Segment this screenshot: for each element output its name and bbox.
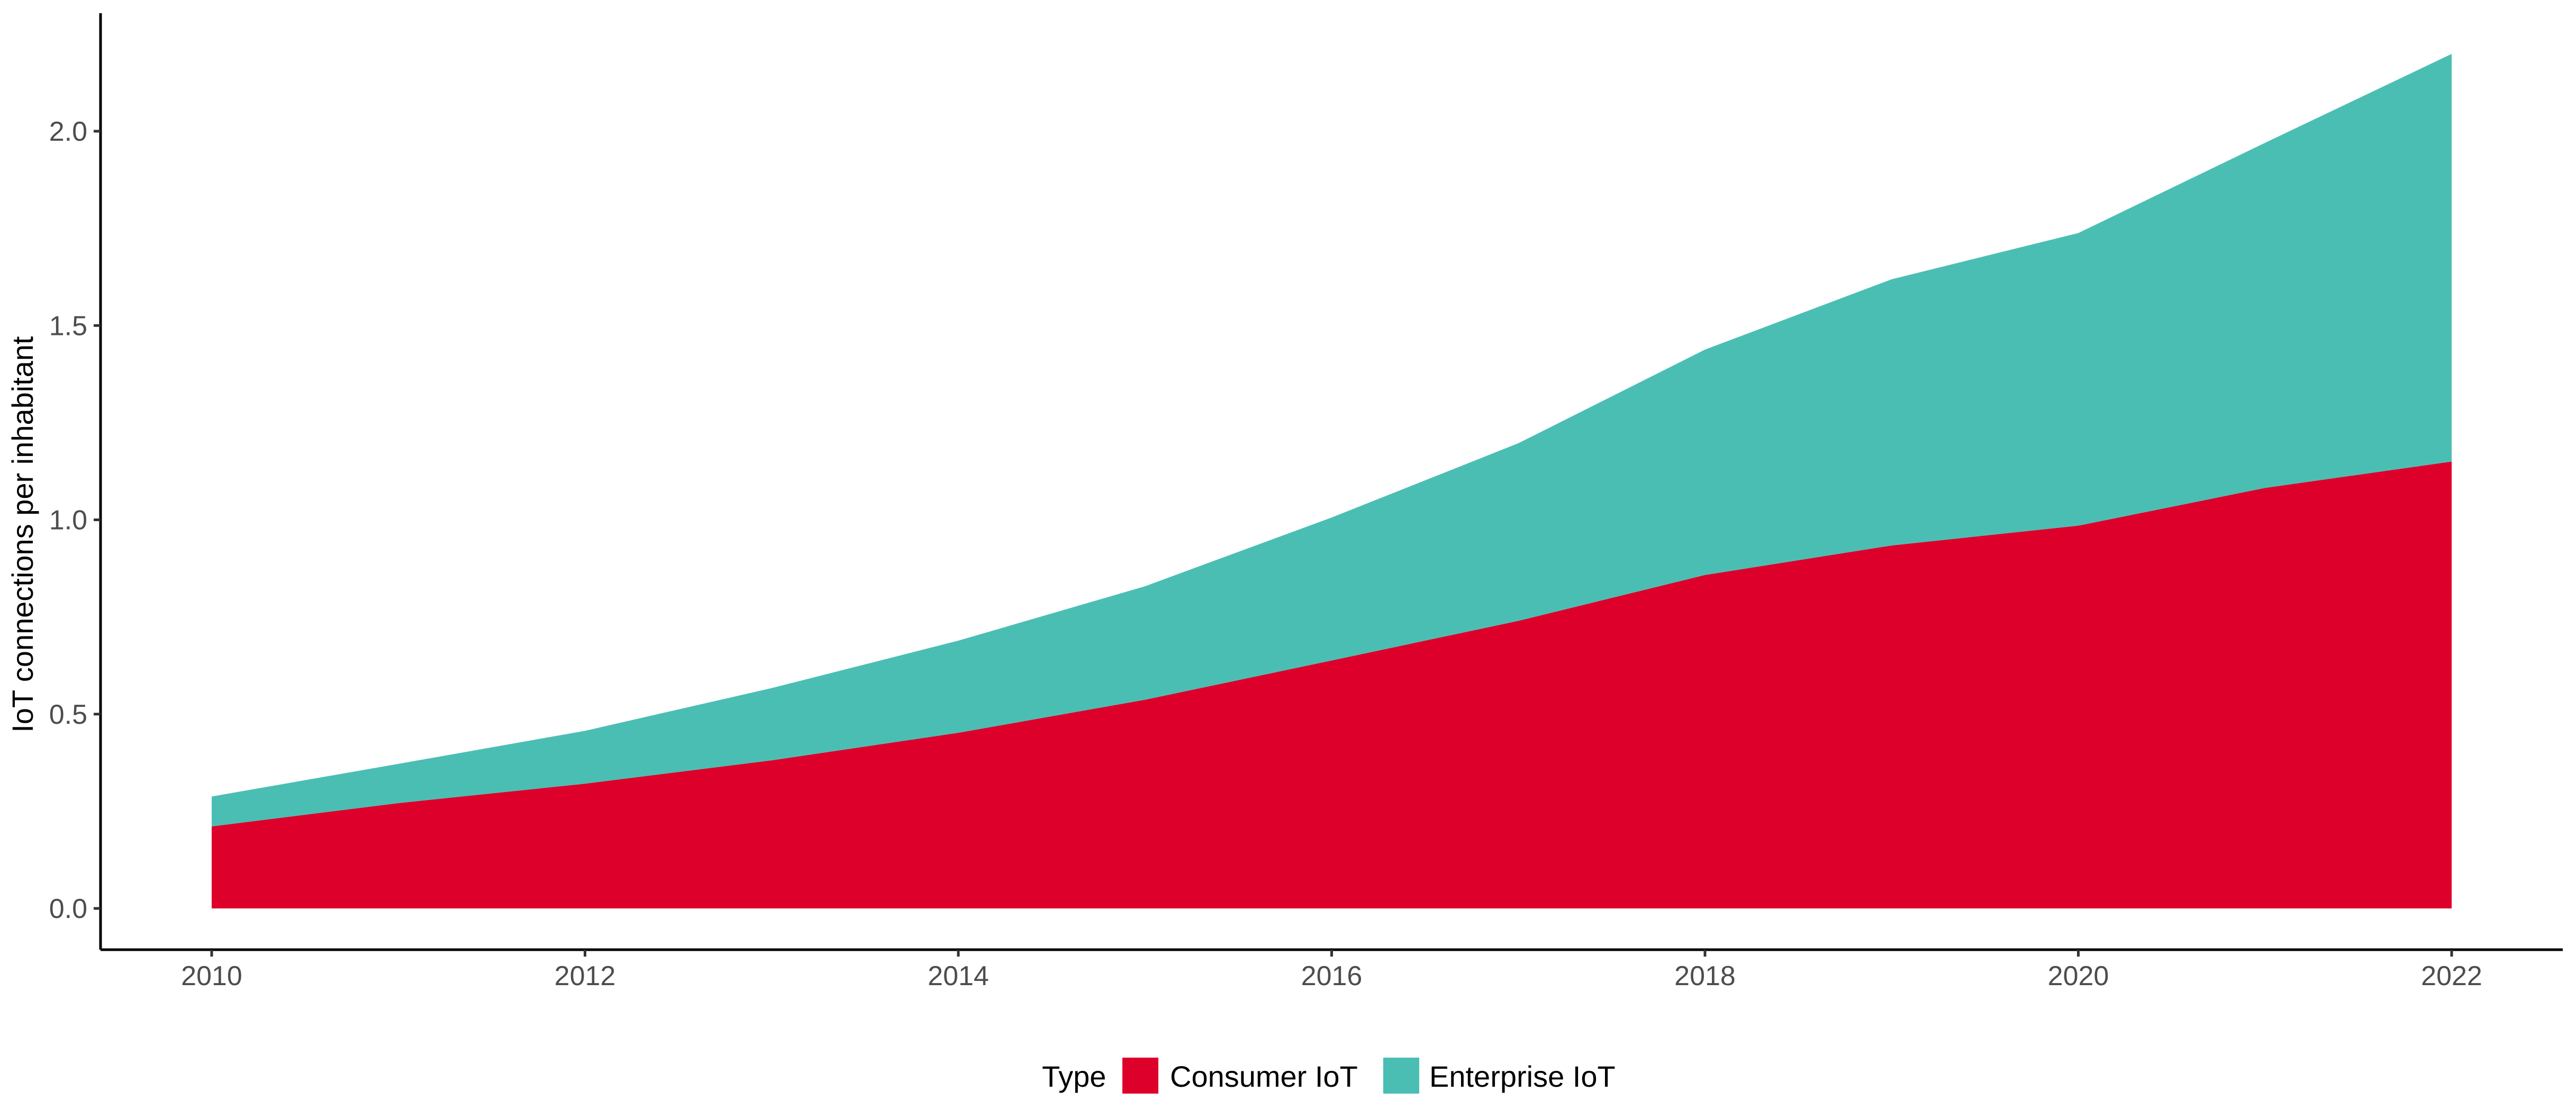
x-ticks: 2010 2012 2014 2016 2018 2020 2022 xyxy=(181,950,2482,991)
y-ticks: 0.0 0.5 1.0 1.5 2.0 xyxy=(49,116,101,924)
y-tick-label: 1.5 xyxy=(49,311,87,341)
y-tick-label: 2.0 xyxy=(49,116,87,147)
y-tick-label: 1.0 xyxy=(49,505,87,536)
legend-label-consumer: Consumer IoT xyxy=(1170,1060,1358,1093)
x-tick-label: 2016 xyxy=(1301,961,1363,991)
legend-label-enterprise: Enterprise IoT xyxy=(1429,1060,1616,1093)
legend-key-enterprise xyxy=(1383,1058,1419,1094)
x-tick-label: 2022 xyxy=(2421,961,2482,991)
areas-layer xyxy=(212,53,2452,908)
y-axis-title: IoT connections per inhabitant xyxy=(6,336,39,733)
x-tick-label: 2020 xyxy=(2048,961,2109,991)
x-tick-label: 2014 xyxy=(928,961,989,991)
area-consumer-iot xyxy=(212,461,2452,908)
x-tick-label: 2018 xyxy=(1674,961,1736,991)
legend-key-consumer xyxy=(1122,1058,1158,1094)
x-tick-label: 2012 xyxy=(555,961,616,991)
x-tick-label: 2010 xyxy=(181,961,242,991)
y-tick-label: 0.5 xyxy=(49,699,87,730)
y-tick-label: 0.0 xyxy=(49,894,87,924)
area-enterprise-iot xyxy=(212,53,2452,827)
legend-title: Type xyxy=(1042,1060,1106,1093)
legend: Type Consumer IoT Enterprise IoT xyxy=(1042,1058,1616,1094)
